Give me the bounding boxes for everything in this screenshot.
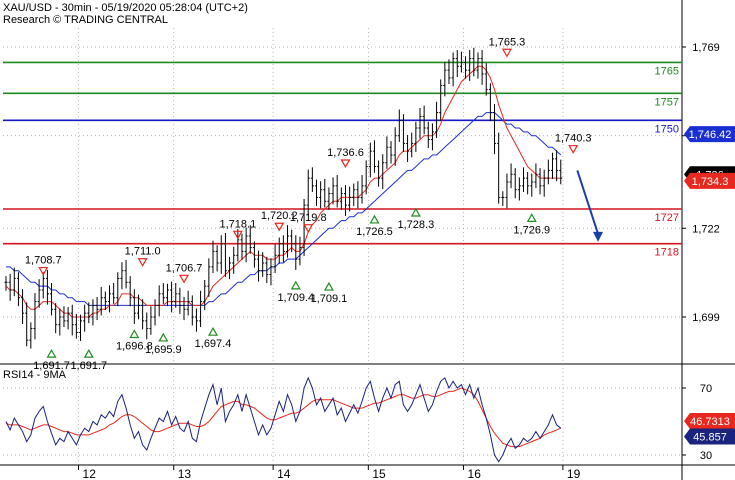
forecast-arrow-line — [576, 170, 599, 235]
research-credit: Research © TRADING CENTRAL — [3, 14, 168, 26]
time-tick-label: 15 — [372, 467, 386, 480]
trough-marker — [369, 214, 380, 224]
trough-marker — [129, 329, 140, 339]
trough-marker — [526, 213, 537, 222]
price-badge-label: 1,734.3 — [692, 176, 729, 188]
time-tick-label: 19 — [567, 467, 581, 480]
peak-marker — [178, 274, 190, 284]
rsi-badge-label: 46.7313 — [690, 416, 730, 428]
trough-label: 1,697.4 — [195, 338, 232, 350]
trough-label: 1,709.4 — [277, 292, 314, 304]
rsi-line — [5, 376, 562, 463]
peak-marker — [137, 258, 148, 267]
trough-label: 1,726.9 — [513, 224, 550, 236]
peak-label: 1,706.7 — [166, 262, 203, 274]
peak-marker — [303, 224, 314, 233]
trough-marker — [207, 326, 219, 336]
peak-label: 1,718.1 — [219, 218, 256, 230]
trough-label: 1,728.3 — [398, 219, 435, 231]
rsi-tick-label: 30 — [700, 450, 712, 462]
peak-marker — [501, 48, 512, 58]
trough-marker — [158, 332, 169, 342]
rsi-tick-label: 70 — [700, 383, 712, 395]
time-tick-label: 14 — [277, 467, 291, 480]
peak-marker — [568, 145, 579, 154]
chart-title: XAU/USD - 30min - 05/19/2020 05:28:04 (U… — [3, 2, 248, 14]
trough-label: 1,691.7 — [33, 360, 70, 372]
trough-label: 1,696.8 — [116, 340, 153, 352]
trough-label: 1,709.1 — [311, 293, 348, 305]
time-tick-label: 16 — [468, 467, 482, 480]
peak-label: 1,736.6 — [327, 147, 364, 159]
rsi-badge-rsi — [684, 428, 735, 445]
forecast-arrow-head — [593, 231, 604, 242]
trough-marker — [410, 207, 421, 217]
peak-label: 1,765.3 — [489, 36, 526, 48]
time-tick-label: 12 — [83, 467, 97, 480]
price-tick-label: 1,722 — [692, 223, 720, 235]
trough-label: 1,726.5 — [356, 226, 393, 238]
peak-label: 1,708.7 — [25, 255, 62, 267]
peak-label: 1,740.3 — [555, 133, 592, 145]
rsi-badge-label: 45.857 — [693, 431, 727, 443]
peak-marker — [38, 266, 49, 276]
peak-marker — [232, 230, 243, 240]
trough-label: 1,695.9 — [145, 344, 182, 356]
peak-label: 1,711.0 — [125, 246, 161, 258]
rsi-ma-line — [5, 387, 561, 448]
ma-slow-line — [6, 112, 562, 306]
peak-marker — [340, 159, 351, 169]
price-badge-ma_slow — [684, 126, 735, 143]
trough-label: 1,691.7 — [70, 360, 107, 372]
time-tick-label: 13 — [178, 467, 192, 480]
peak-marker — [274, 222, 285, 232]
level-label-pivot: 1750 — [655, 123, 679, 135]
peak-label: 1,720.2 — [261, 210, 298, 222]
trough-marker — [83, 348, 94, 358]
peak-label: 1,719.8 — [290, 212, 327, 224]
level-label-resistance: 1757 — [655, 96, 679, 108]
trough-marker — [323, 281, 334, 291]
price-badge-label: 1,746.42 — [689, 129, 732, 141]
price-tick-label: 1,769 — [692, 42, 720, 54]
trough-marker — [290, 280, 301, 290]
level-label-resistance: 1765 — [655, 65, 679, 77]
price-badge-ma_fast — [684, 172, 735, 189]
ma-fast-line — [5, 65, 561, 318]
price-tick-label: 1,699 — [692, 312, 720, 324]
level-label-support: 1718 — [655, 247, 679, 259]
rsi-title: RSI14 - 9MA — [3, 369, 67, 381]
trough-marker — [46, 348, 57, 358]
level-label-support: 1727 — [655, 212, 679, 224]
rsi-badge-ma — [684, 412, 735, 429]
